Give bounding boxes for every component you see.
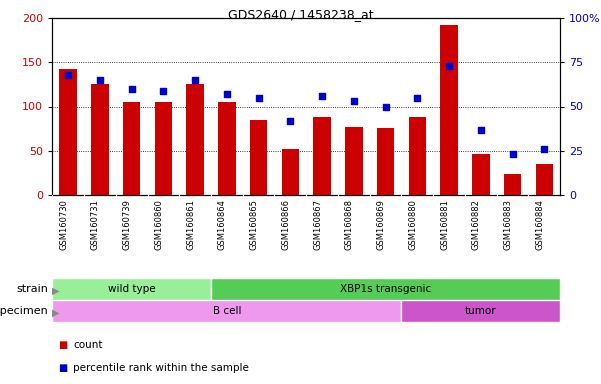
Text: ■: ■ [58, 363, 67, 373]
Bar [282, 149, 299, 195]
Text: GSM160868: GSM160868 [345, 199, 354, 250]
Text: XBP1s transgenic: XBP1s transgenic [340, 284, 431, 294]
Text: GSM160865: GSM160865 [249, 199, 258, 250]
Point [317, 93, 327, 99]
Bar [535, 164, 553, 195]
Bar [52, 278, 211, 300]
Bar [504, 174, 521, 195]
Bar [52, 300, 401, 322]
Text: GDS2640 / 1458238_at: GDS2640 / 1458238_at [228, 8, 373, 21]
Text: ■: ■ [58, 340, 67, 350]
Point [191, 77, 200, 83]
Point [222, 91, 231, 97]
Text: GSM160883: GSM160883 [504, 199, 513, 250]
Point [63, 71, 73, 78]
Point [412, 94, 422, 101]
Point [159, 88, 168, 94]
Text: GSM160881: GSM160881 [440, 199, 449, 250]
Point [349, 98, 359, 104]
Bar [218, 102, 236, 195]
Bar [409, 117, 426, 195]
Bar [441, 25, 458, 195]
Point [381, 103, 391, 109]
Text: GSM160867: GSM160867 [313, 199, 322, 250]
Bar [313, 117, 331, 195]
Text: GSM160860: GSM160860 [154, 199, 163, 250]
Text: tumor: tumor [465, 306, 496, 316]
Point [285, 118, 295, 124]
Bar [186, 84, 204, 195]
Point [254, 94, 263, 101]
Bar [59, 70, 77, 195]
Text: GSM160882: GSM160882 [472, 199, 481, 250]
Point [508, 151, 517, 157]
Bar [345, 127, 362, 195]
Text: GSM160880: GSM160880 [408, 199, 417, 250]
Text: GSM160731: GSM160731 [91, 199, 100, 250]
Bar [154, 102, 172, 195]
Text: ▶: ▶ [52, 286, 59, 296]
Text: count: count [73, 340, 103, 350]
Text: GSM160884: GSM160884 [535, 199, 545, 250]
Text: GSM160869: GSM160869 [377, 199, 386, 250]
Text: GSM160739: GSM160739 [123, 199, 132, 250]
Bar [91, 84, 109, 195]
Text: wild type: wild type [108, 284, 156, 294]
Text: percentile rank within the sample: percentile rank within the sample [73, 363, 249, 373]
Bar [123, 102, 141, 195]
Bar [401, 300, 560, 322]
Text: GSM160864: GSM160864 [218, 199, 227, 250]
Point [476, 126, 486, 132]
Bar [211, 278, 560, 300]
Text: strain: strain [16, 284, 48, 294]
Text: GSM160730: GSM160730 [59, 199, 68, 250]
Point [127, 86, 136, 92]
Text: GSM160861: GSM160861 [186, 199, 195, 250]
Point [540, 146, 549, 152]
Text: ▶: ▶ [52, 308, 59, 318]
Text: B cell: B cell [213, 306, 241, 316]
Text: specimen: specimen [0, 306, 48, 316]
Point [95, 77, 105, 83]
Point [444, 63, 454, 69]
Text: GSM160866: GSM160866 [281, 199, 290, 250]
Bar [377, 128, 394, 195]
Bar [472, 154, 489, 195]
Bar [250, 120, 267, 195]
